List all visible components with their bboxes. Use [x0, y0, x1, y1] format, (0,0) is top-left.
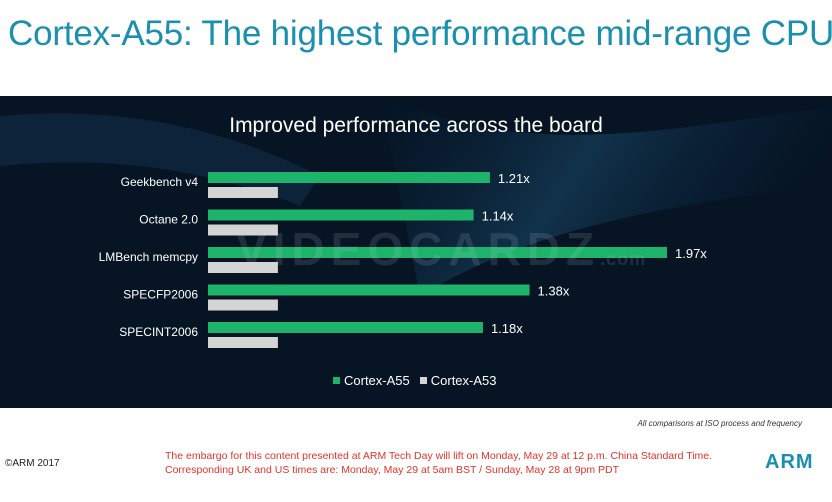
data-label-specfp2006: 1.38x: [538, 284, 570, 299]
embargo-notice: The embargo for this content presented a…: [165, 450, 713, 476]
bar-a53-specint2006: [208, 337, 278, 348]
bar-a53-specfp2006: [208, 299, 278, 311]
data-label-geekbench-v4: 1.21x: [498, 171, 530, 186]
category-label-specint2006: SPECINT2006: [119, 325, 198, 339]
legend-swatch-a53: [419, 376, 427, 384]
bar-a53-lmbench-memcpy: [208, 262, 278, 273]
arm-logo: ARM: [765, 451, 814, 473]
category-label-octane-2-0: Octane 2.0: [139, 213, 198, 227]
bar-a55-lmbench-memcpy: [208, 247, 668, 258]
bar-a53-geekbench-v4: [208, 187, 278, 198]
data-label-lmbench-memcpy: 1.97x: [675, 246, 707, 261]
bar-a55-specfp2006: [208, 284, 530, 296]
legend-item-a53: Cortex-A53: [419, 372, 497, 388]
legend-label-a55: Cortex-A55: [344, 372, 410, 388]
legend-swatch-a55: [333, 376, 340, 384]
slide-title: Cortex-A55: The highest performance mid-…: [8, 14, 832, 53]
legend-item-a55: Cortex-A55: [333, 373, 410, 388]
watermark: VIDEOCARDZ.com: [236, 222, 646, 276]
copyright: ©ARM 2017: [5, 458, 60, 469]
chart-title: Improved performance across the board: [229, 114, 603, 137]
legend-label-a53: Cortex-A53: [430, 372, 497, 388]
watermark-suffix: .com: [600, 249, 647, 269]
bar-a55-specint2006: [208, 322, 483, 333]
footnote: All comparisons at ISO process and frequ…: [637, 419, 802, 428]
bar-a55-octane-2-0: [208, 209, 474, 221]
watermark-text: VIDEOCARDZ: [236, 223, 601, 275]
category-label-geekbench-v4: Geekbench v4: [121, 175, 199, 189]
bar-a55-geekbench-v4: [208, 172, 490, 183]
data-label-specint2006: 1.18x: [491, 321, 523, 336]
chart-legend: Cortex-A55 Cortex-A53: [333, 371, 497, 389]
bar-a53-octane-2-0: [208, 224, 278, 236]
category-label-lmbench-memcpy: LMBench memcpy: [99, 250, 198, 264]
data-label-octane-2-0: 1.14x: [482, 209, 514, 224]
category-label-specfp2006: SPECFP2006: [123, 288, 198, 302]
